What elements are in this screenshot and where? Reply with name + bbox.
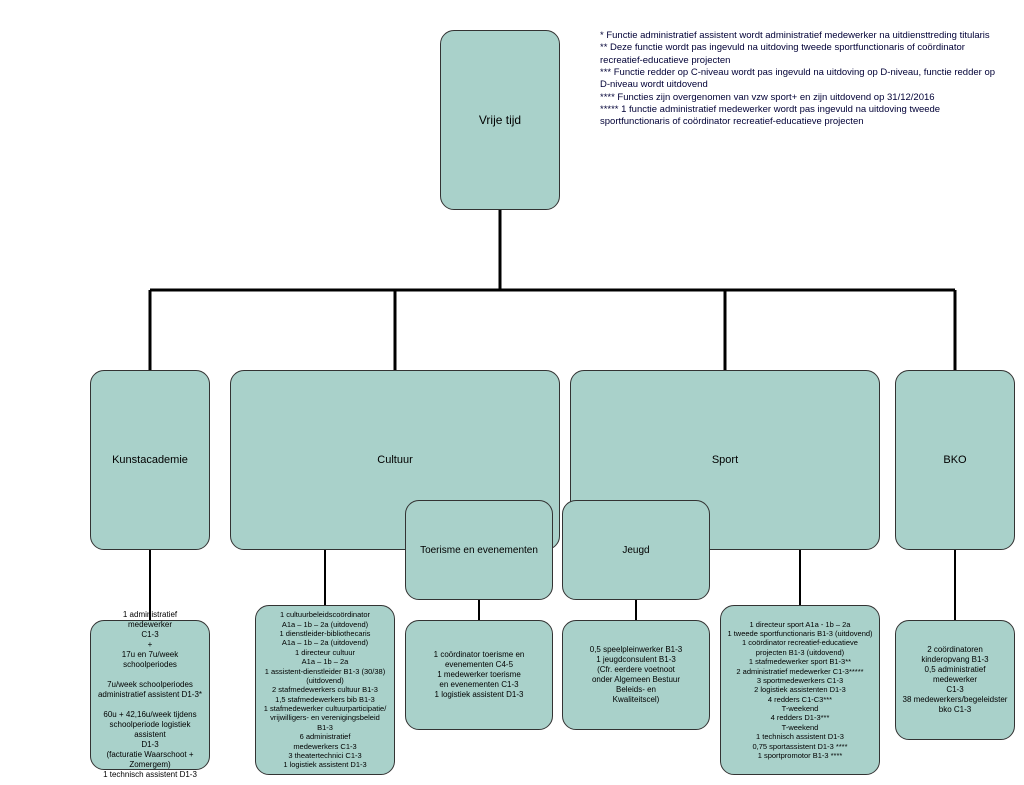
node-root-label: Vrije tijd xyxy=(479,113,521,127)
node-cultuur-detail: 1 cultuurbeleidscoördinatorA1a – 1b – 2a… xyxy=(255,605,395,775)
node-kunst-detail: 1 administratiefmedewerkerC1-3+17u en 7u… xyxy=(90,620,210,770)
node-toerisme: Toerisme en evenementen xyxy=(405,500,553,600)
node-kunstacademie-label: Kunstacademie xyxy=(112,454,188,466)
node-bko: BKO xyxy=(895,370,1015,550)
node-root: Vrije tijd xyxy=(440,30,560,210)
node-bko-label: BKO xyxy=(943,454,966,466)
node-sport-label: Sport xyxy=(712,454,738,466)
node-kunstacademie: Kunstacademie xyxy=(90,370,210,550)
node-toerisme-label: Toerisme en evenementen xyxy=(420,545,538,556)
footnotes: * Functie administratief assistent wordt… xyxy=(600,30,1000,129)
node-toerisme-detail: 1 coördinator toerisme enevenementen C4-… xyxy=(405,620,553,730)
node-jeugd: Jeugd xyxy=(562,500,710,600)
node-bko-detail: 2 coördinatorenkinderopvang B1-30,5 admi… xyxy=(895,620,1015,740)
node-sport-detail: 1 directeur sport A1a - 1b – 2a1 tweede … xyxy=(720,605,880,775)
node-jeugd-label: Jeugd xyxy=(622,545,649,556)
node-jeugd-detail: 0,5 speelpleinwerker B1-31 jeugdconsulen… xyxy=(562,620,710,730)
node-cultuur-label: Cultuur xyxy=(377,454,412,466)
